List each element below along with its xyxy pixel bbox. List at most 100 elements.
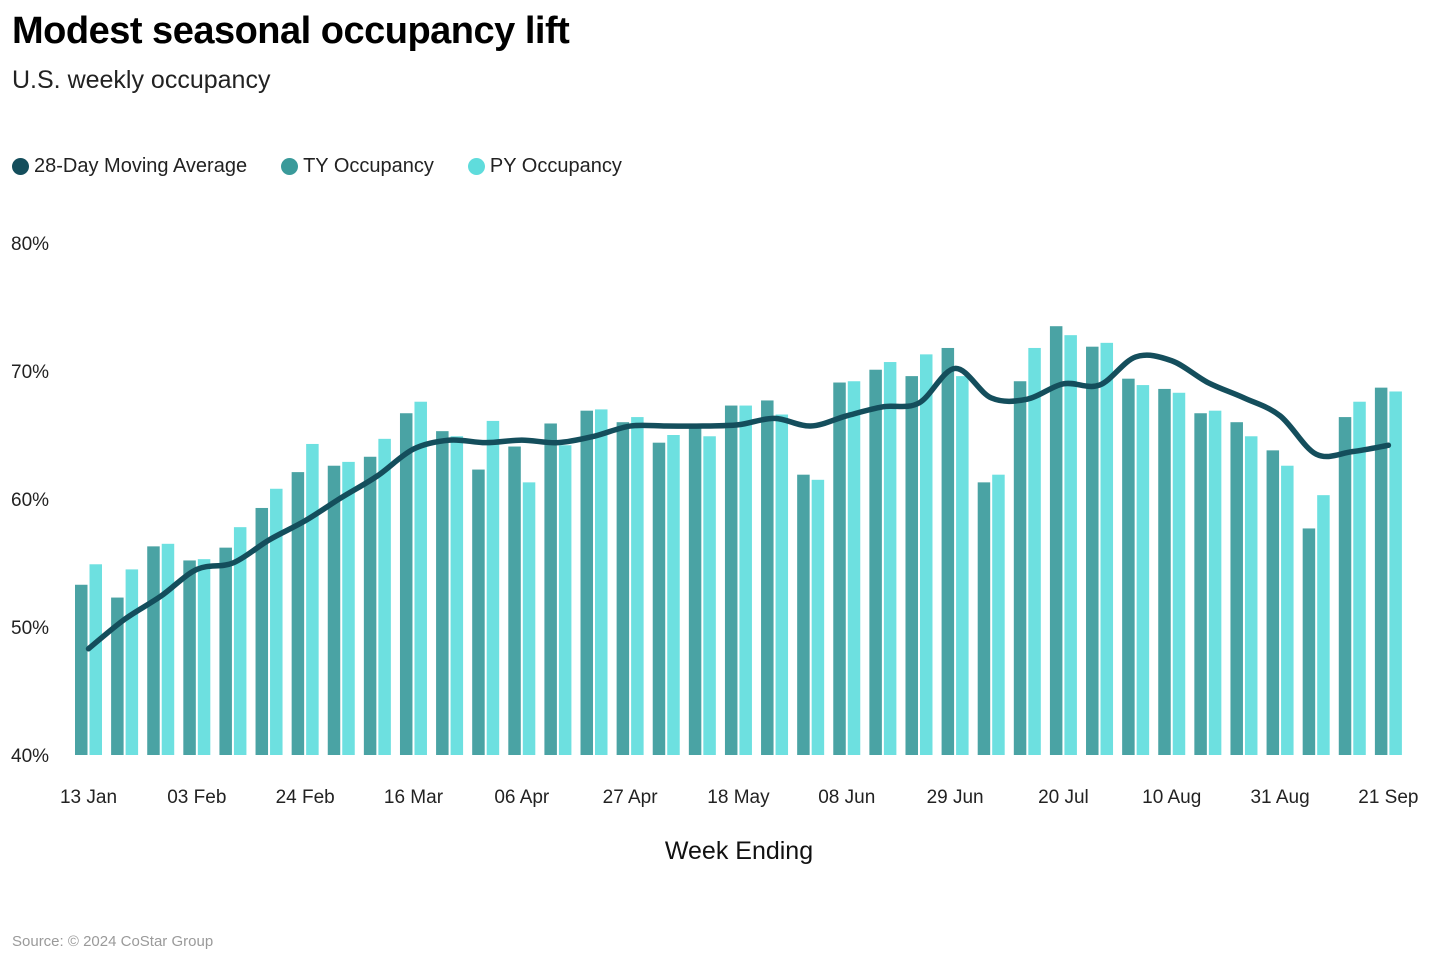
legend-label-py-occupancy: PY Occupancy	[489, 155, 622, 177]
x-tick-label: 27 Apr	[603, 787, 659, 808]
bar-ty-occupancy[interactable]	[616, 422, 630, 755]
bar-py-occupancy[interactable]	[522, 482, 536, 755]
x-tick-label: 29 Jun	[927, 787, 984, 808]
bar-ty-occupancy[interactable]	[327, 465, 341, 755]
moving-average-layer	[85, 352, 1392, 652]
bar-py-occupancy[interactable]	[450, 436, 464, 755]
bar-py-occupancy[interactable]	[811, 479, 825, 755]
bar-py-occupancy[interactable]	[775, 414, 789, 755]
bar-ty-occupancy[interactable]	[508, 446, 521, 755]
bar-py-occupancy[interactable]	[558, 445, 572, 755]
bar-ty-occupancy[interactable]	[724, 405, 738, 755]
bar-py-occupancy[interactable]	[667, 435, 680, 755]
bar-py-occupancy[interactable]	[486, 420, 500, 755]
bar-py-occupancy[interactable]	[161, 543, 175, 755]
bar-ty-occupancy[interactable]	[652, 442, 666, 755]
bar-ty-occupancy[interactable]	[1266, 450, 1280, 755]
y-tick-label: 50%	[11, 618, 49, 639]
bar-ty-occupancy[interactable]	[1302, 528, 1316, 755]
bar-py-occupancy[interactable]	[342, 461, 355, 755]
bar-ty-occupancy[interactable]	[1049, 326, 1063, 755]
bar-py-occupancy[interactable]	[1281, 465, 1294, 755]
bar-py-occupancy[interactable]	[197, 559, 211, 755]
moving-average-line[interactable]	[85, 352, 1392, 652]
bar-ty-occupancy[interactable]	[941, 347, 955, 755]
bar-ty-occupancy[interactable]	[1374, 387, 1388, 755]
x-tick-label: 20 Jul	[1038, 787, 1089, 808]
bar-ty-occupancy[interactable]	[363, 456, 377, 755]
bar-py-occupancy[interactable]	[1100, 342, 1114, 755]
legend: 28-Day Moving Average TY Occupancy PY Oc…	[12, 155, 656, 178]
bar-py-occupancy[interactable]	[1244, 436, 1258, 755]
legend-item-py-occupancy[interactable]: PY Occupancy	[467, 155, 622, 178]
bar-ty-occupancy[interactable]	[399, 413, 413, 755]
y-axis: 40% 50% 60% 70% 80%	[11, 234, 49, 767]
bar-py-occupancy[interactable]	[270, 488, 283, 755]
bar-ty-occupancy[interactable]	[255, 507, 269, 755]
bar-py-occupancy[interactable]	[739, 405, 752, 755]
bar-ty-occupancy[interactable]	[1086, 346, 1099, 755]
bar-ty-occupancy[interactable]	[1158, 388, 1171, 755]
bar-ty-occupancy[interactable]	[797, 474, 810, 755]
bar-py-occupancy[interactable]	[306, 443, 319, 755]
bar-py-occupancy[interactable]	[1172, 392, 1186, 755]
x-tick-label: 06 Apr	[494, 787, 550, 808]
bar-ty-occupancy[interactable]	[1194, 413, 1207, 755]
bar-py-occupancy[interactable]	[1028, 347, 1041, 755]
x-axis: 13 Jan 03 Feb 24 Feb 16 Mar 06 Apr 27 Apr 18 M…	[60, 787, 1419, 808]
bar-ty-occupancy[interactable]	[688, 423, 702, 755]
bar-py-occupancy[interactable]	[992, 474, 1005, 755]
y-tick-label: 70%	[11, 362, 49, 383]
bar-ty-occupancy[interactable]	[1013, 381, 1027, 755]
bar-ty-occupancy[interactable]	[580, 410, 594, 755]
bar-py-occupancy[interactable]	[89, 564, 103, 755]
bar-ty-occupancy[interactable]	[75, 584, 88, 755]
bar-ty-occupancy[interactable]	[219, 547, 232, 755]
bar-ty-occupancy[interactable]	[111, 597, 124, 755]
bar-ty-occupancy[interactable]	[183, 560, 196, 755]
legend-item-ty-occupancy[interactable]: TY Occupancy	[281, 155, 434, 178]
chart-title: Modest seasonal occupancy lift	[12, 10, 570, 52]
bar-ty-occupancy[interactable]	[1230, 422, 1243, 755]
bar-py-occupancy[interactable]	[919, 354, 933, 755]
bar-ty-occupancy[interactable]	[869, 369, 882, 755]
y-tick-label: 60%	[11, 490, 49, 511]
bar-ty-occupancy[interactable]	[472, 469, 485, 755]
bar-py-occupancy[interactable]	[1317, 495, 1330, 755]
bar-ty-occupancy[interactable]	[1122, 378, 1135, 755]
legend-item-moving-average[interactable]: 28-Day Moving Average	[12, 155, 247, 178]
bar-ty-occupancy[interactable]	[147, 546, 160, 755]
bar-py-occupancy[interactable]	[595, 409, 608, 755]
x-tick-label: 13 Jan	[60, 787, 117, 808]
bar-py-occupancy[interactable]	[378, 438, 391, 755]
bar-py-occupancy[interactable]	[125, 569, 139, 755]
legend-swatch-py-occupancy	[467, 158, 485, 175]
x-tick-label: 08 Jun	[818, 787, 875, 808]
bar-py-occupancy[interactable]	[414, 401, 427, 755]
bar-ty-occupancy[interactable]	[761, 400, 774, 755]
bar-py-occupancy[interactable]	[1389, 391, 1402, 755]
bar-ty-occupancy[interactable]	[977, 482, 991, 755]
y-tick-label: 80%	[11, 234, 49, 255]
bar-py-occupancy[interactable]	[631, 417, 644, 755]
bar-ty-occupancy[interactable]	[833, 382, 846, 755]
x-tick-label: 24 Feb	[276, 787, 335, 808]
bar-ty-occupancy[interactable]	[905, 376, 918, 755]
bar-py-occupancy[interactable]	[1136, 385, 1150, 755]
bar-ty-occupancy[interactable]	[1338, 417, 1352, 755]
x-tick-label: 21 Sep	[1358, 787, 1418, 808]
x-tick-label: 10 Aug	[1142, 787, 1201, 808]
bar-py-occupancy[interactable]	[1208, 410, 1222, 755]
bar-py-occupancy[interactable]	[703, 436, 716, 755]
source-note: Source: © 2024 CoStar Group	[12, 933, 214, 950]
bar-py-occupancy[interactable]	[1353, 401, 1366, 755]
bar-py-occupancy[interactable]	[847, 381, 861, 755]
bar-py-occupancy[interactable]	[956, 376, 969, 755]
bar-ty-occupancy[interactable]	[436, 431, 449, 755]
x-axis-label: Week Ending	[665, 837, 813, 865]
bar-ty-occupancy[interactable]	[544, 423, 557, 755]
bar-py-occupancy[interactable]	[883, 362, 897, 755]
bar-py-occupancy[interactable]	[1064, 335, 1077, 755]
bar-py-occupancy[interactable]	[233, 527, 247, 755]
bar-ty-occupancy[interactable]	[291, 472, 305, 755]
